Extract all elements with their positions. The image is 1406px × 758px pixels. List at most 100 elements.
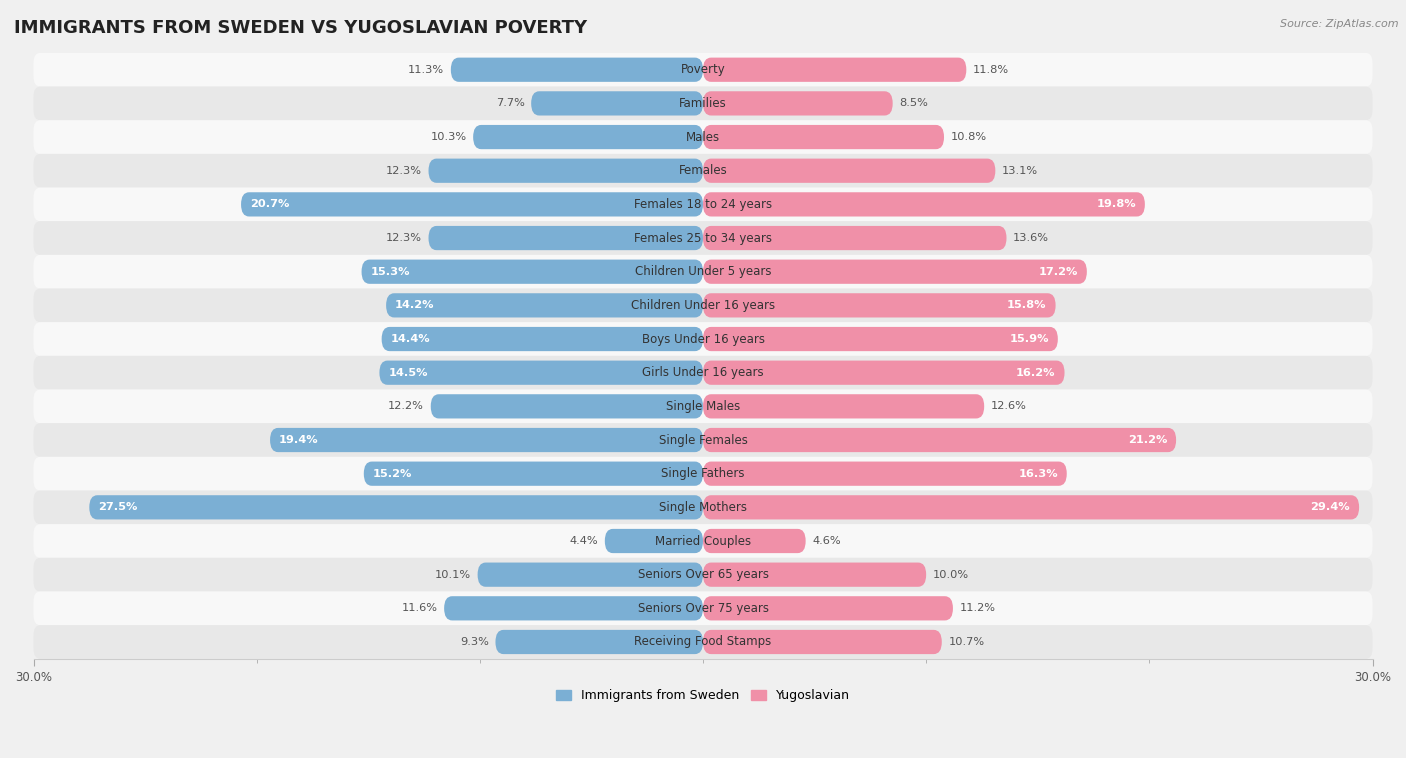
Text: Single Males: Single Males [666,400,740,413]
Text: 14.2%: 14.2% [395,300,434,310]
Text: Females 25 to 34 years: Females 25 to 34 years [634,231,772,245]
Text: 14.4%: 14.4% [391,334,430,344]
Text: 19.4%: 19.4% [278,435,319,445]
FancyBboxPatch shape [703,58,966,82]
Text: 8.5%: 8.5% [900,99,928,108]
FancyBboxPatch shape [34,289,1372,322]
FancyBboxPatch shape [34,490,1372,525]
FancyBboxPatch shape [381,327,703,351]
Text: 10.0%: 10.0% [932,570,969,580]
Text: 11.8%: 11.8% [973,64,1010,75]
Text: 20.7%: 20.7% [250,199,290,209]
Text: 19.8%: 19.8% [1097,199,1136,209]
FancyBboxPatch shape [703,562,927,587]
FancyBboxPatch shape [703,630,942,654]
Legend: Immigrants from Sweden, Yugoslavian: Immigrants from Sweden, Yugoslavian [551,684,855,707]
Text: 10.1%: 10.1% [434,570,471,580]
FancyBboxPatch shape [34,221,1372,255]
FancyBboxPatch shape [451,58,703,82]
Text: 12.3%: 12.3% [385,233,422,243]
FancyBboxPatch shape [34,53,1372,86]
Text: 12.2%: 12.2% [388,401,425,412]
FancyBboxPatch shape [495,630,703,654]
FancyBboxPatch shape [703,327,1057,351]
Text: Children Under 16 years: Children Under 16 years [631,299,775,312]
FancyBboxPatch shape [703,462,1067,486]
Text: Females 18 to 24 years: Females 18 to 24 years [634,198,772,211]
Text: 21.2%: 21.2% [1128,435,1167,445]
Text: 10.7%: 10.7% [949,637,984,647]
Text: Single Mothers: Single Mothers [659,501,747,514]
Text: Married Couples: Married Couples [655,534,751,547]
FancyBboxPatch shape [703,193,1144,217]
FancyBboxPatch shape [605,529,703,553]
FancyBboxPatch shape [429,226,703,250]
FancyBboxPatch shape [703,91,893,115]
FancyBboxPatch shape [34,255,1372,289]
FancyBboxPatch shape [387,293,703,318]
Text: 16.2%: 16.2% [1017,368,1056,377]
FancyBboxPatch shape [34,390,1372,423]
FancyBboxPatch shape [474,125,703,149]
Text: 16.3%: 16.3% [1018,468,1057,479]
Text: 14.5%: 14.5% [388,368,427,377]
FancyBboxPatch shape [34,322,1372,356]
FancyBboxPatch shape [361,259,703,283]
FancyBboxPatch shape [429,158,703,183]
FancyBboxPatch shape [34,457,1372,490]
Text: 11.6%: 11.6% [402,603,437,613]
Text: 10.3%: 10.3% [430,132,467,142]
FancyBboxPatch shape [34,591,1372,625]
Text: 4.6%: 4.6% [813,536,841,546]
Text: Poverty: Poverty [681,63,725,77]
Text: 12.6%: 12.6% [991,401,1026,412]
Text: 4.4%: 4.4% [569,536,598,546]
FancyBboxPatch shape [34,86,1372,121]
FancyBboxPatch shape [364,462,703,486]
Text: 15.8%: 15.8% [1007,300,1046,310]
Text: Girls Under 16 years: Girls Under 16 years [643,366,763,379]
FancyBboxPatch shape [444,597,703,621]
Text: Boys Under 16 years: Boys Under 16 years [641,333,765,346]
Text: 11.3%: 11.3% [408,64,444,75]
FancyBboxPatch shape [703,495,1360,519]
Text: Females: Females [679,164,727,177]
Text: 15.9%: 15.9% [1010,334,1049,344]
FancyBboxPatch shape [703,361,1064,385]
FancyBboxPatch shape [34,121,1372,154]
Text: Males: Males [686,130,720,143]
FancyBboxPatch shape [430,394,703,418]
Text: 9.3%: 9.3% [460,637,489,647]
Text: 17.2%: 17.2% [1039,267,1078,277]
FancyBboxPatch shape [90,495,703,519]
FancyBboxPatch shape [34,558,1372,591]
FancyBboxPatch shape [34,154,1372,187]
Text: 11.2%: 11.2% [960,603,995,613]
Text: 27.5%: 27.5% [98,503,138,512]
Text: Receiving Food Stamps: Receiving Food Stamps [634,635,772,649]
FancyBboxPatch shape [240,193,703,217]
Text: 13.1%: 13.1% [1002,166,1038,176]
Text: 10.8%: 10.8% [950,132,987,142]
Text: Seniors Over 65 years: Seniors Over 65 years [637,568,769,581]
FancyBboxPatch shape [703,125,943,149]
Text: IMMIGRANTS FROM SWEDEN VS YUGOSLAVIAN POVERTY: IMMIGRANTS FROM SWEDEN VS YUGOSLAVIAN PO… [14,19,588,37]
FancyBboxPatch shape [380,361,703,385]
Text: 13.6%: 13.6% [1014,233,1049,243]
FancyBboxPatch shape [34,423,1372,457]
Text: Children Under 5 years: Children Under 5 years [634,265,772,278]
FancyBboxPatch shape [703,597,953,621]
FancyBboxPatch shape [34,625,1372,659]
Text: 15.3%: 15.3% [371,267,411,277]
FancyBboxPatch shape [703,158,995,183]
FancyBboxPatch shape [703,259,1087,283]
FancyBboxPatch shape [703,293,1056,318]
FancyBboxPatch shape [703,529,806,553]
Text: Seniors Over 75 years: Seniors Over 75 years [637,602,769,615]
Text: 12.3%: 12.3% [385,166,422,176]
FancyBboxPatch shape [703,394,984,418]
Text: Source: ZipAtlas.com: Source: ZipAtlas.com [1281,19,1399,29]
Text: Single Fathers: Single Fathers [661,467,745,480]
FancyBboxPatch shape [531,91,703,115]
FancyBboxPatch shape [34,187,1372,221]
